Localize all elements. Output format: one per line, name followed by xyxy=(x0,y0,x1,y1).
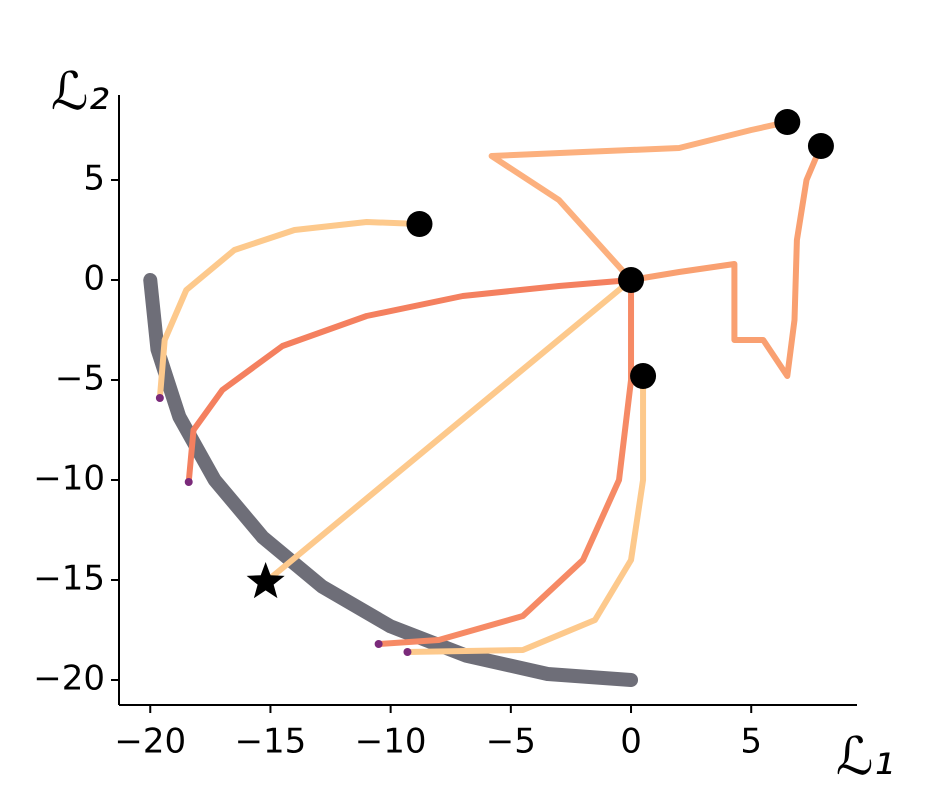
trajectory xyxy=(488,119,791,283)
y-tick-label: 0 xyxy=(83,259,105,299)
y-axis-label: ℒ₂ xyxy=(51,62,109,122)
x-tick-label: −10 xyxy=(355,722,427,762)
trajectory xyxy=(628,143,824,379)
point-marker xyxy=(155,394,164,402)
y-tick-label: 5 xyxy=(83,159,105,199)
point-marker xyxy=(374,640,383,648)
trajectory xyxy=(262,277,635,585)
y-tick-label: −20 xyxy=(33,659,105,699)
x-tick-label: −5 xyxy=(486,722,536,762)
trajectory xyxy=(404,373,647,655)
x-tick-label: 5 xyxy=(740,722,762,762)
point-marker xyxy=(406,211,433,237)
y-tick-label: −15 xyxy=(33,559,105,599)
x-axis-label: ℒ₁ xyxy=(836,727,894,787)
trajectory xyxy=(375,277,635,647)
point-marker xyxy=(618,267,645,293)
point-marker xyxy=(630,363,657,389)
star-marker xyxy=(246,562,285,599)
y-tick-label: −10 xyxy=(33,459,105,499)
point-marker xyxy=(807,133,834,159)
y-tick-label: −5 xyxy=(55,359,105,399)
x-tick-label: −20 xyxy=(114,722,186,762)
point-marker xyxy=(403,648,412,656)
x-tick-label: −15 xyxy=(235,722,307,762)
x-tick-label: 0 xyxy=(620,722,642,762)
trajectory xyxy=(185,277,635,485)
point-marker xyxy=(774,109,801,135)
trajectory xyxy=(156,219,423,401)
point-marker xyxy=(184,478,193,486)
